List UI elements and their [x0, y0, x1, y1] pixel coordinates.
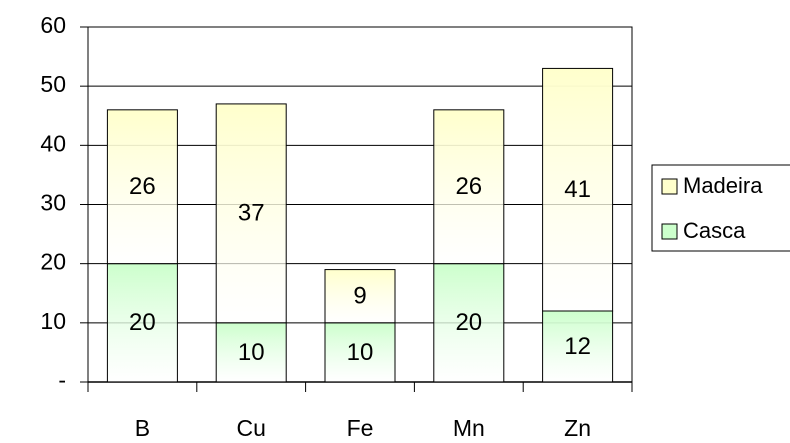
bar-segment: [106, 263, 178, 383]
data-label: 9: [353, 283, 366, 310]
bar-segment: [433, 109, 505, 265]
data-label: 10: [347, 339, 374, 366]
legend-label: Casca: [683, 218, 746, 243]
x-tick-label: Mn: [453, 415, 485, 441]
data-label: 26: [455, 173, 482, 200]
y-tick-label: 20: [40, 249, 66, 275]
x-tick-label: B: [135, 415, 150, 441]
bar-segment: [433, 263, 505, 383]
y-tick-label: -: [58, 367, 66, 393]
data-label: 12: [564, 333, 591, 360]
legend-label: Madeira: [683, 173, 763, 198]
bar-segment: [324, 322, 396, 383]
data-label: 41: [564, 176, 591, 203]
legend-swatch: [661, 178, 678, 195]
data-label: 26: [129, 173, 156, 200]
x-tick-label: Zn: [564, 415, 591, 441]
y-tick-label: 60: [40, 12, 66, 38]
bar-segment: [542, 67, 614, 312]
bar-segment: [215, 103, 287, 324]
data-label: 10: [238, 339, 265, 366]
bar-segment: [542, 310, 614, 383]
y-tick-label: 40: [40, 130, 66, 156]
data-label: 37: [238, 200, 265, 227]
bar-segment: [215, 322, 287, 383]
y-tick-label: 10: [40, 308, 66, 334]
bar-segment: [324, 269, 396, 324]
bar-segment: [106, 109, 178, 265]
data-label: 20: [455, 309, 482, 336]
y-tick-label: 50: [40, 71, 66, 97]
legend-swatch: [661, 223, 678, 240]
x-tick-label: Cu: [236, 415, 265, 441]
y-tick-label: 30: [40, 190, 66, 216]
data-label: 20: [129, 309, 156, 336]
x-tick-label: Fe: [347, 415, 374, 441]
